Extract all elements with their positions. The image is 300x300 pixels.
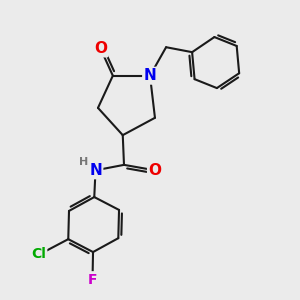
Text: O: O [94, 41, 107, 56]
Text: F: F [88, 272, 97, 286]
Text: O: O [148, 163, 161, 178]
Text: N: N [89, 163, 102, 178]
Text: N: N [144, 68, 156, 83]
Text: H: H [79, 157, 88, 166]
Text: Cl: Cl [31, 247, 46, 260]
